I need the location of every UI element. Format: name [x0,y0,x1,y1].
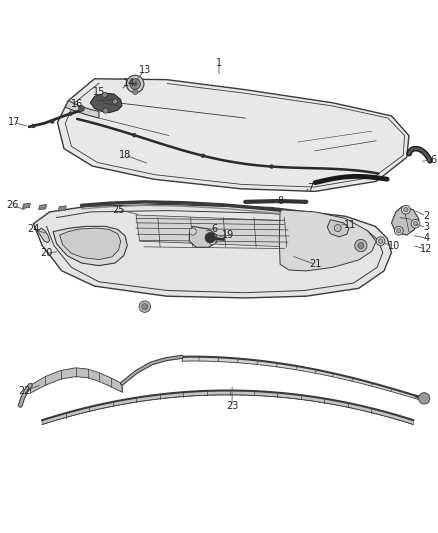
Circle shape [130,79,141,89]
Polygon shape [53,227,127,265]
Polygon shape [60,228,121,260]
Polygon shape [65,101,99,118]
Text: 25: 25 [112,205,125,215]
Text: 16: 16 [71,99,83,109]
Circle shape [133,82,138,86]
Text: 4: 4 [424,233,429,243]
Polygon shape [279,210,376,271]
Text: 15: 15 [93,87,105,97]
Polygon shape [327,220,349,237]
Polygon shape [392,206,419,235]
Circle shape [103,108,108,113]
Text: 1: 1 [216,59,222,68]
Circle shape [113,99,118,104]
Text: 17: 17 [7,117,20,127]
Circle shape [411,220,420,228]
Circle shape [139,301,150,312]
Circle shape [404,207,408,212]
Polygon shape [182,357,424,400]
Polygon shape [90,93,122,113]
Circle shape [355,239,367,252]
Text: 12: 12 [420,244,433,254]
Text: 23: 23 [226,401,238,411]
Polygon shape [22,203,30,208]
Circle shape [209,238,216,245]
Polygon shape [38,228,49,243]
Text: 6: 6 [430,155,436,165]
Circle shape [334,224,341,231]
Text: 18: 18 [119,150,131,160]
Circle shape [376,237,385,246]
Circle shape [68,111,73,116]
Text: 2: 2 [423,211,430,221]
Circle shape [413,222,418,226]
Circle shape [31,124,35,128]
Circle shape [201,154,205,158]
Text: 21: 21 [309,260,321,269]
Circle shape [378,239,383,244]
Polygon shape [39,205,46,210]
Circle shape [358,243,364,248]
Circle shape [395,227,403,235]
Circle shape [189,228,196,235]
Polygon shape [42,391,413,425]
Circle shape [133,89,138,94]
Text: 14: 14 [124,78,136,88]
Text: 24: 24 [27,224,39,235]
Circle shape [205,232,215,243]
Circle shape [402,205,410,214]
Text: 11: 11 [344,220,356,230]
Circle shape [419,393,430,404]
Text: 13: 13 [139,65,151,75]
Polygon shape [30,368,122,393]
Polygon shape [189,227,217,247]
Circle shape [102,92,107,98]
Text: 8: 8 [277,196,283,206]
Circle shape [132,133,137,138]
Polygon shape [136,215,288,247]
Polygon shape [57,79,409,191]
Polygon shape [33,205,392,298]
Text: 26: 26 [7,200,19,211]
Polygon shape [58,206,66,211]
Circle shape [78,106,85,111]
Circle shape [269,164,274,169]
Circle shape [50,119,54,124]
Text: 19: 19 [222,230,234,240]
Text: 10: 10 [388,240,400,251]
Text: 6: 6 [212,224,218,235]
Text: 22: 22 [18,386,31,396]
Text: 7: 7 [307,183,314,193]
Circle shape [142,304,148,310]
Text: 3: 3 [424,222,429,232]
Circle shape [127,75,144,93]
Text: 20: 20 [40,248,53,259]
Circle shape [397,229,401,233]
